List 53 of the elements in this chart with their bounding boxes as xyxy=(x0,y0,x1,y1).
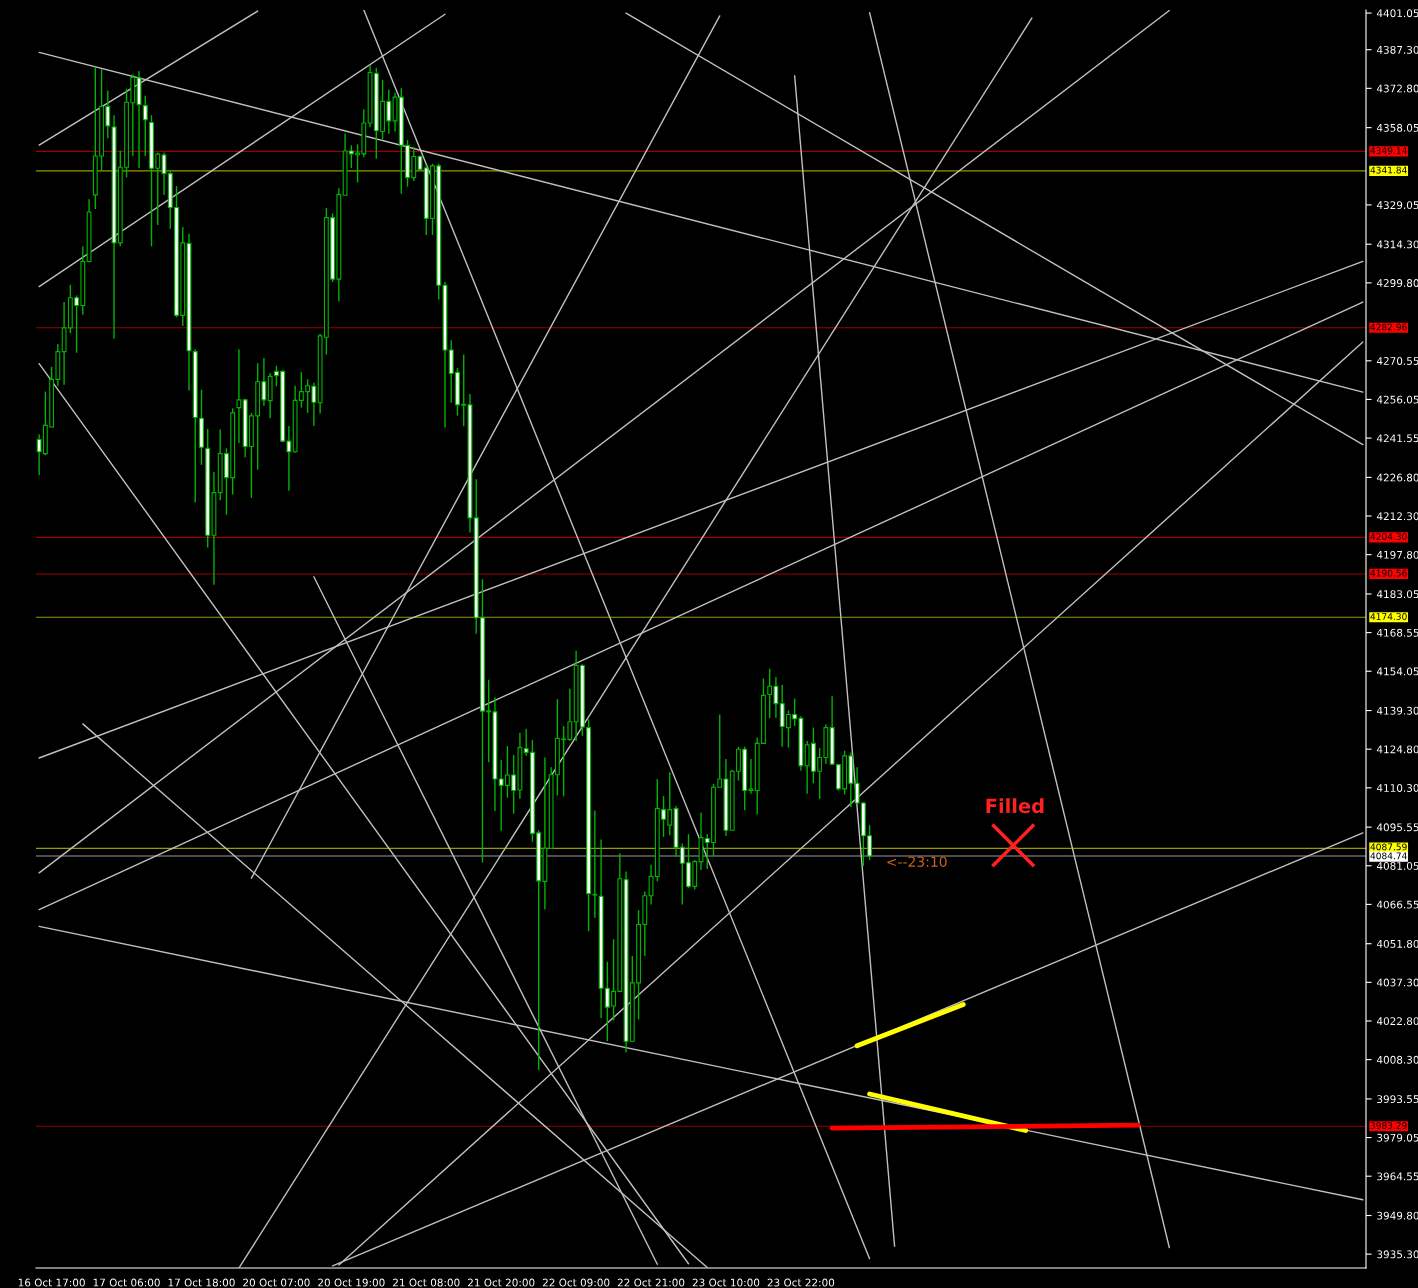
y-tick-label: 4139.30 xyxy=(1376,706,1418,715)
y-tick-label: 4372.80 xyxy=(1376,84,1418,93)
x-tick-label: 21 Oct 08:00 xyxy=(393,1278,460,1287)
x-tick-label: 23 Oct 22:00 xyxy=(767,1278,835,1287)
y-tick-label: 4168.55 xyxy=(1376,628,1418,637)
x-tick-label: 23 Oct 10:00 xyxy=(692,1278,760,1287)
y-tick-label: 4256.05 xyxy=(1376,395,1418,404)
x-tick-label: 22 Oct 21:00 xyxy=(617,1278,685,1287)
y-tick-label: 4022.80 xyxy=(1376,1017,1418,1026)
ref-line-label: 3983.29 xyxy=(1370,1122,1407,1129)
y-tick-label: 4270.55 xyxy=(1376,357,1418,365)
ref-line-label: 4174.30 xyxy=(1370,613,1407,620)
y-tick-label: 4197.80 xyxy=(1376,550,1418,559)
y-tick-label: 4037.30 xyxy=(1376,978,1418,987)
ref-line-label: 4341.84 xyxy=(1370,166,1407,174)
ref-line-label: 4087.59 xyxy=(1370,843,1407,851)
y-tick-label: 3993.55 xyxy=(1377,1095,1418,1104)
x-tick-label: 20 Oct 19:00 xyxy=(318,1278,385,1287)
x-tick-label: 21 Oct 20:00 xyxy=(468,1278,535,1287)
y-tick-label: 4212.30 xyxy=(1376,512,1418,521)
ref-line-label: 4190.56 xyxy=(1370,569,1407,577)
y-tick-label: 4051.80 xyxy=(1376,939,1418,948)
annotation: Filled xyxy=(986,798,1044,814)
y-tick-label: 4401.05 xyxy=(1376,9,1418,18)
y-tick-label: 4008.30 xyxy=(1376,1055,1418,1064)
x-tick-label: 22 Oct 09:00 xyxy=(542,1278,610,1287)
y-tick-label: 4387.30 xyxy=(1376,45,1418,54)
ref-line-label: 4204.30 xyxy=(1370,533,1407,540)
y-tick-label: 4226.80 xyxy=(1376,473,1418,482)
y-tick-label: 4081.05 xyxy=(1376,861,1418,870)
y-tick-label: 4183.05 xyxy=(1376,590,1418,599)
y-tick-label: 4241.55 xyxy=(1376,434,1418,443)
y-tick-label: 4154.05 xyxy=(1376,667,1418,676)
y-tick-label: 4329.05 xyxy=(1376,201,1418,210)
ref-line-label: 4349.14 xyxy=(1370,147,1407,155)
y-tick-label: 4095.55 xyxy=(1376,823,1418,832)
y-tick-label: 4299.80 xyxy=(1376,279,1418,287)
x-tick-label: 17 Oct 18:00 xyxy=(168,1278,235,1287)
y-tick-label: 3964.55 xyxy=(1377,1172,1418,1181)
x-tick-label: 20 Oct 07:00 xyxy=(243,1278,310,1287)
annotation: <--23:10 xyxy=(887,856,947,867)
y-tick-label: 4066.55 xyxy=(1376,900,1418,909)
y-tick-label: 4358.05 xyxy=(1376,123,1418,132)
x-tick-label: 17 Oct 06:00 xyxy=(93,1278,160,1287)
y-tick-label: 4314.30 xyxy=(1376,240,1418,249)
y-tick-label: 3979.05 xyxy=(1377,1133,1418,1142)
y-tick-label: 4124.80 xyxy=(1376,745,1418,754)
y-tick-label: 4110.30 xyxy=(1376,784,1418,792)
ref-line-label: 4084.74 xyxy=(1370,852,1407,860)
x-tick-label: 16 Oct 17:00 xyxy=(18,1278,85,1287)
y-tick-label: 3949.80 xyxy=(1377,1211,1418,1220)
ref-line-label: 4282.96 xyxy=(1370,323,1407,331)
y-tick-label: 3935.30 xyxy=(1377,1250,1418,1259)
